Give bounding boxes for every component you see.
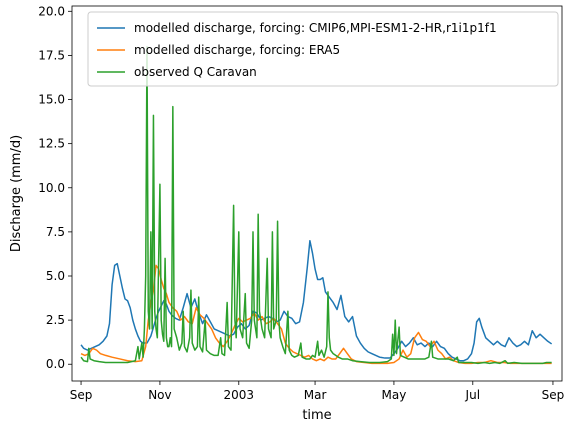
y-tick-label: 7.5: [46, 225, 65, 239]
legend: modelled discharge, forcing: CMIP6,MPI-E…: [87, 11, 559, 87]
x-tick-label: Mar: [304, 388, 327, 402]
y-axis: 0.0 2.5 5.0 7.5 10.0 12.5 15.0 17.5 20.0: [38, 4, 72, 371]
legend-label: observed Q Caravan: [134, 65, 257, 79]
y-tick-label: 17.5: [38, 48, 65, 62]
y-tick-label: 12.5: [38, 137, 65, 151]
x-tick-label: 2003: [224, 388, 255, 402]
y-axis-label: Discharge (mm/d): [9, 135, 24, 252]
y-tick-label: 20.0: [38, 4, 65, 18]
legend-box: [87, 11, 559, 87]
legend-label: modelled discharge, forcing: ERA5: [134, 43, 340, 57]
series-lines: [80, 45, 553, 365]
x-tick-label: Sep: [70, 388, 93, 402]
series-line-1: [80, 239, 553, 362]
y-tick-label: 5.0: [46, 269, 65, 283]
x-tick-label: Nov: [148, 388, 171, 402]
x-tick-label: May: [382, 388, 407, 402]
x-tick-label: Sep: [542, 388, 565, 402]
y-tick-label: 2.5: [46, 313, 65, 327]
y-tick-label: 10.0: [38, 181, 65, 195]
y-tick-label: 15.0: [38, 93, 65, 107]
y-tick-label: 0.0: [46, 357, 65, 371]
x-axis-label: time: [302, 408, 331, 423]
x-tick-label: Jul: [465, 388, 480, 402]
plot-frame: [71, 5, 563, 382]
series-line-3: [80, 45, 552, 365]
legend-label: modelled discharge, forcing: CMIP6,MPI-E…: [134, 21, 497, 35]
x-axis: Sep Nov 2003 Mar May Jul Sep: [70, 381, 565, 402]
